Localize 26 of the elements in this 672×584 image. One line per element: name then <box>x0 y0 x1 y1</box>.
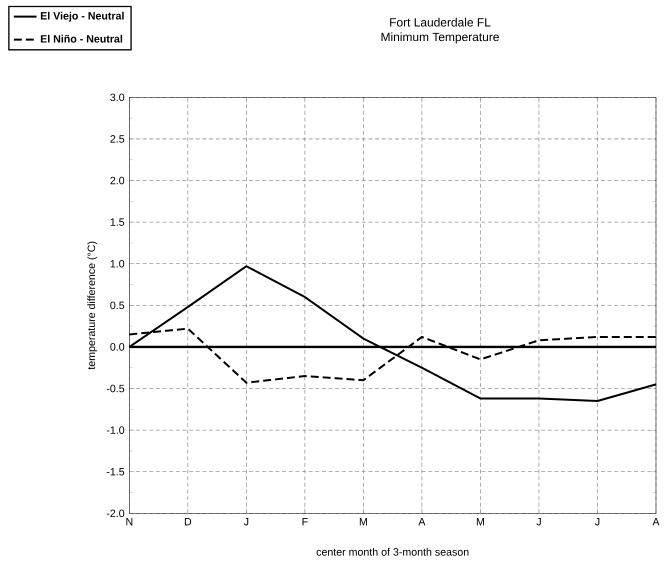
x-tick-label: J <box>594 518 600 526</box>
x-tick-label: D <box>184 518 192 526</box>
legend-label: El Niño - Neutral <box>40 34 122 43</box>
x-tick-label: F <box>302 518 308 526</box>
y-tick-label: 3.0 <box>110 94 124 102</box>
y-tick-label: 1.5 <box>110 218 124 226</box>
x-tick-label: M <box>360 518 367 526</box>
x-tick-label: M <box>476 518 484 526</box>
y-tick-label: -0.5 <box>106 384 124 392</box>
x-tick-label: A <box>418 518 426 526</box>
y-tick-label: 0.5 <box>110 302 124 310</box>
y-tick-label: -2.0 <box>106 510 124 518</box>
x-tick-label: J <box>536 518 541 526</box>
y-tick-label: 2.5 <box>110 135 124 143</box>
legend-label: El Viejo - Neutral <box>40 12 124 22</box>
x-axis-title: center month of 3-month season <box>316 548 468 556</box>
y-axis-title: temperature difference (°C) <box>87 242 98 370</box>
y-tick-label: 1.0 <box>110 260 124 268</box>
y-tick-label: 2.0 <box>110 176 124 184</box>
x-tick-label: A <box>652 518 660 526</box>
x-tick-label: N <box>126 518 132 526</box>
y-tick-label: 0.0 <box>110 343 124 351</box>
chart-title: Fort Lauderdale FL Minimum Temperature <box>382 18 499 44</box>
x-tick-label: J <box>244 518 248 526</box>
y-tick-label: -1.5 <box>106 468 124 476</box>
y-tick-label: -1.0 <box>106 426 124 434</box>
